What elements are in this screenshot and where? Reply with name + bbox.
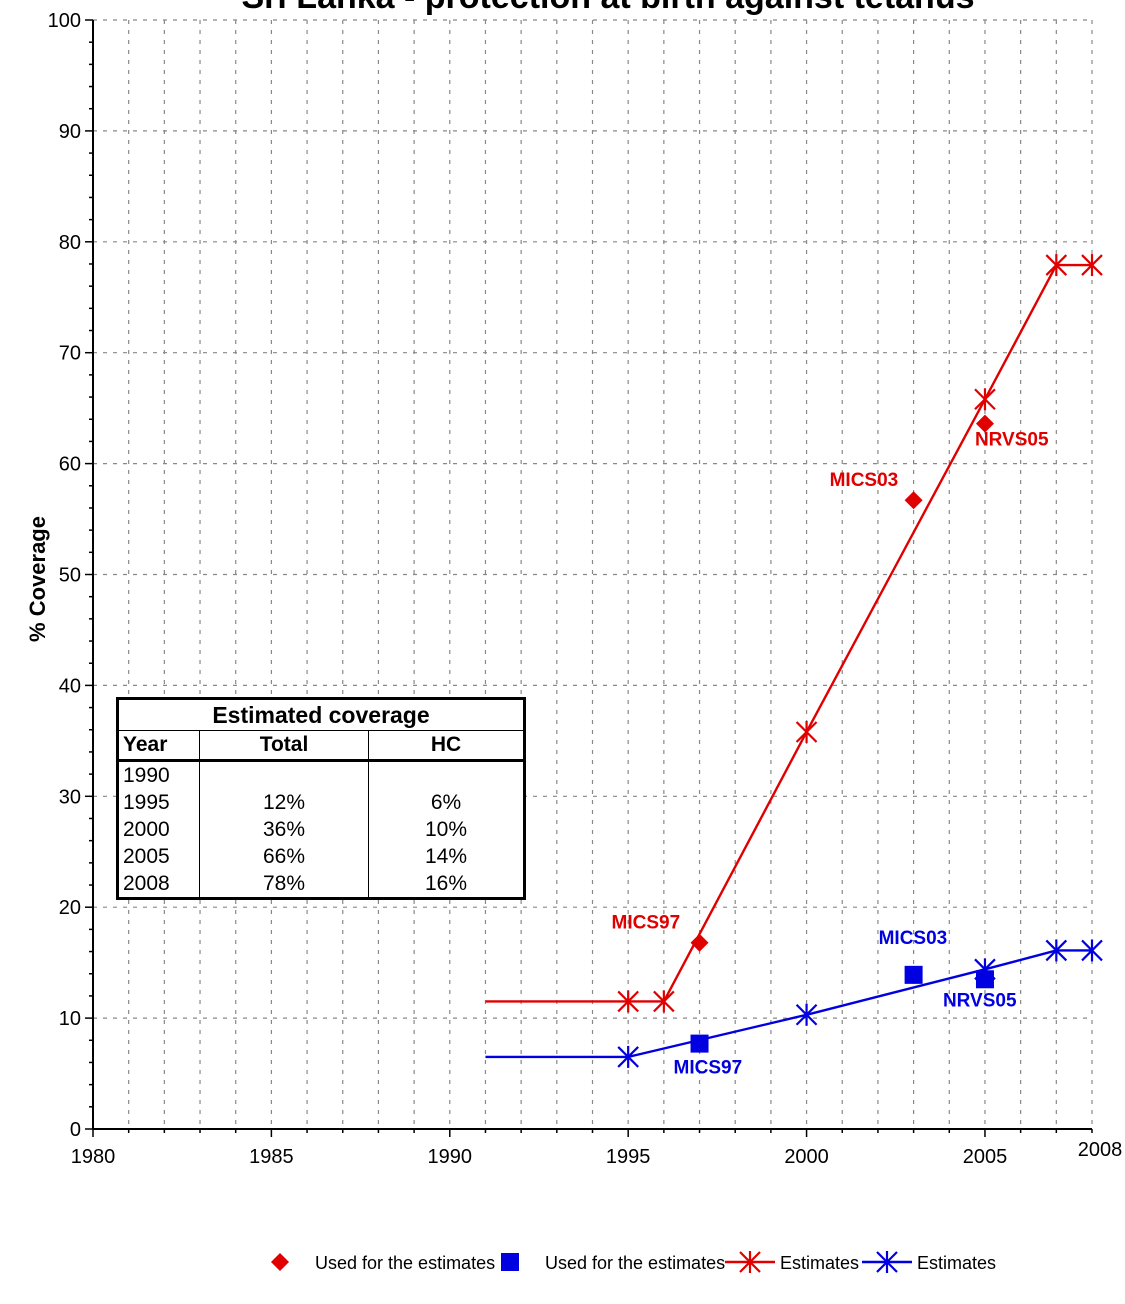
table-row: 2000 36% 10% xyxy=(117,816,525,843)
data-label: MICS03 xyxy=(879,928,948,949)
estimated-coverage-table: Estimated coverage Year Total HC 1990 19… xyxy=(116,697,526,900)
table-title: Estimated coverage xyxy=(117,698,525,731)
data-point xyxy=(617,990,639,1013)
table-header-hc: HC xyxy=(368,730,525,762)
legend-label: Estimates xyxy=(917,1253,996,1273)
y-tick-label: 30 xyxy=(59,786,81,808)
table-cell-total xyxy=(199,760,369,789)
y-tick-label: 100 xyxy=(48,10,81,32)
data-point xyxy=(904,965,923,984)
y-tick-label: 60 xyxy=(59,454,81,476)
table-cell-hc: 6% xyxy=(430,790,462,814)
table-cell-year: 2008 xyxy=(117,870,200,899)
series-layer: MICS97 MICS03 NRVS05 MICS97 MICS03 NRVS05 xyxy=(485,254,1103,1079)
legend-label: Used for the estimates xyxy=(315,1253,495,1273)
data-point xyxy=(1081,939,1103,962)
y-tick-label: 20 xyxy=(59,897,81,919)
legend-marker xyxy=(271,1253,289,1271)
y-tick-label: 80 xyxy=(59,232,81,254)
data-point xyxy=(617,1045,639,1068)
table-row: 2008 78% 16% xyxy=(117,870,525,899)
x-tick-label: 1995 xyxy=(606,1146,651,1168)
grid-lines xyxy=(93,19,1093,1129)
x-tick-label: 1985 xyxy=(249,1146,294,1168)
chart-title: Sri Lanka - protection at birth against … xyxy=(242,0,975,16)
table-cell-year: 2005 xyxy=(117,843,200,870)
data-label: MICS03 xyxy=(830,470,899,491)
table-cell-year: 1995 xyxy=(117,789,200,816)
data-label: NRVS05 xyxy=(943,990,1017,1011)
legend-marker xyxy=(876,1251,898,1273)
x-tick-label: 1990 xyxy=(428,1146,473,1168)
data-point xyxy=(690,1034,709,1053)
table-cell-total: 36% xyxy=(199,816,369,843)
x-tick-label: 2005 xyxy=(963,1146,1008,1168)
table-row: 1995 12% 6% xyxy=(117,789,525,816)
table-cell-total: 66% xyxy=(199,843,369,870)
legend-item-2: Estimates xyxy=(725,1251,859,1273)
table-cell-total: 12% xyxy=(199,789,369,816)
data-point xyxy=(974,388,996,411)
y-tick-label: 10 xyxy=(59,1008,81,1030)
table-cell-year: 1990 xyxy=(117,760,200,789)
legend-marker xyxy=(739,1251,761,1273)
series-line xyxy=(485,949,1092,1059)
legend-label: Used for the estimates xyxy=(545,1253,725,1273)
table-row: 1990 xyxy=(117,760,525,790)
x-tick-label: 1980 xyxy=(71,1146,116,1168)
legend-marker xyxy=(501,1253,519,1271)
y-tick-label: 40 xyxy=(59,675,81,697)
data-point xyxy=(690,933,709,952)
table-cell-total: 78% xyxy=(199,870,369,899)
legend: Used for the estimates Used for the estim… xyxy=(271,1251,996,1273)
data-label: MICS97 xyxy=(612,913,681,934)
table-cell-hc xyxy=(369,761,525,790)
data-point xyxy=(1081,254,1103,277)
data-label: NRVS05 xyxy=(975,430,1049,451)
table-cell-hc: 14% xyxy=(424,844,468,868)
series-0: MICS97 MICS03 NRVS05 xyxy=(612,414,1049,952)
data-point xyxy=(795,720,818,743)
series-2 xyxy=(485,254,1103,1013)
data-point xyxy=(795,1003,818,1026)
legend-label: Estimates xyxy=(780,1253,859,1273)
data-label: MICS97 xyxy=(674,1058,743,1079)
series-3 xyxy=(485,939,1103,1068)
data-point xyxy=(1045,939,1068,962)
x-tick-label: 2008 xyxy=(1078,1139,1123,1161)
x-tick-label: 2000 xyxy=(784,1146,829,1168)
y-tick-label: 50 xyxy=(59,565,81,587)
y-axis-label: % Coverage xyxy=(25,516,50,642)
data-point xyxy=(904,491,923,510)
table-header-total: Total xyxy=(199,730,369,762)
y-tick-label: 70 xyxy=(59,343,81,365)
table-header-year: Year xyxy=(117,730,200,762)
legend-item-0: Used for the estimates xyxy=(271,1253,495,1273)
table-row: 2005 66% 14% xyxy=(117,843,525,870)
legend-item-3: Estimates xyxy=(862,1251,996,1273)
y-tick-label: 0 xyxy=(70,1119,81,1141)
y-tick-label: 90 xyxy=(59,121,81,143)
table-cell-year: 2000 xyxy=(117,816,200,843)
legend-item-1: Used for the estimates xyxy=(501,1253,725,1273)
data-point xyxy=(974,958,996,981)
data-point xyxy=(1045,254,1068,277)
table-cell-hc: 10% xyxy=(424,817,468,841)
table-cell-hc: 16% xyxy=(424,871,468,895)
data-point xyxy=(653,990,675,1013)
data-point xyxy=(975,414,994,433)
